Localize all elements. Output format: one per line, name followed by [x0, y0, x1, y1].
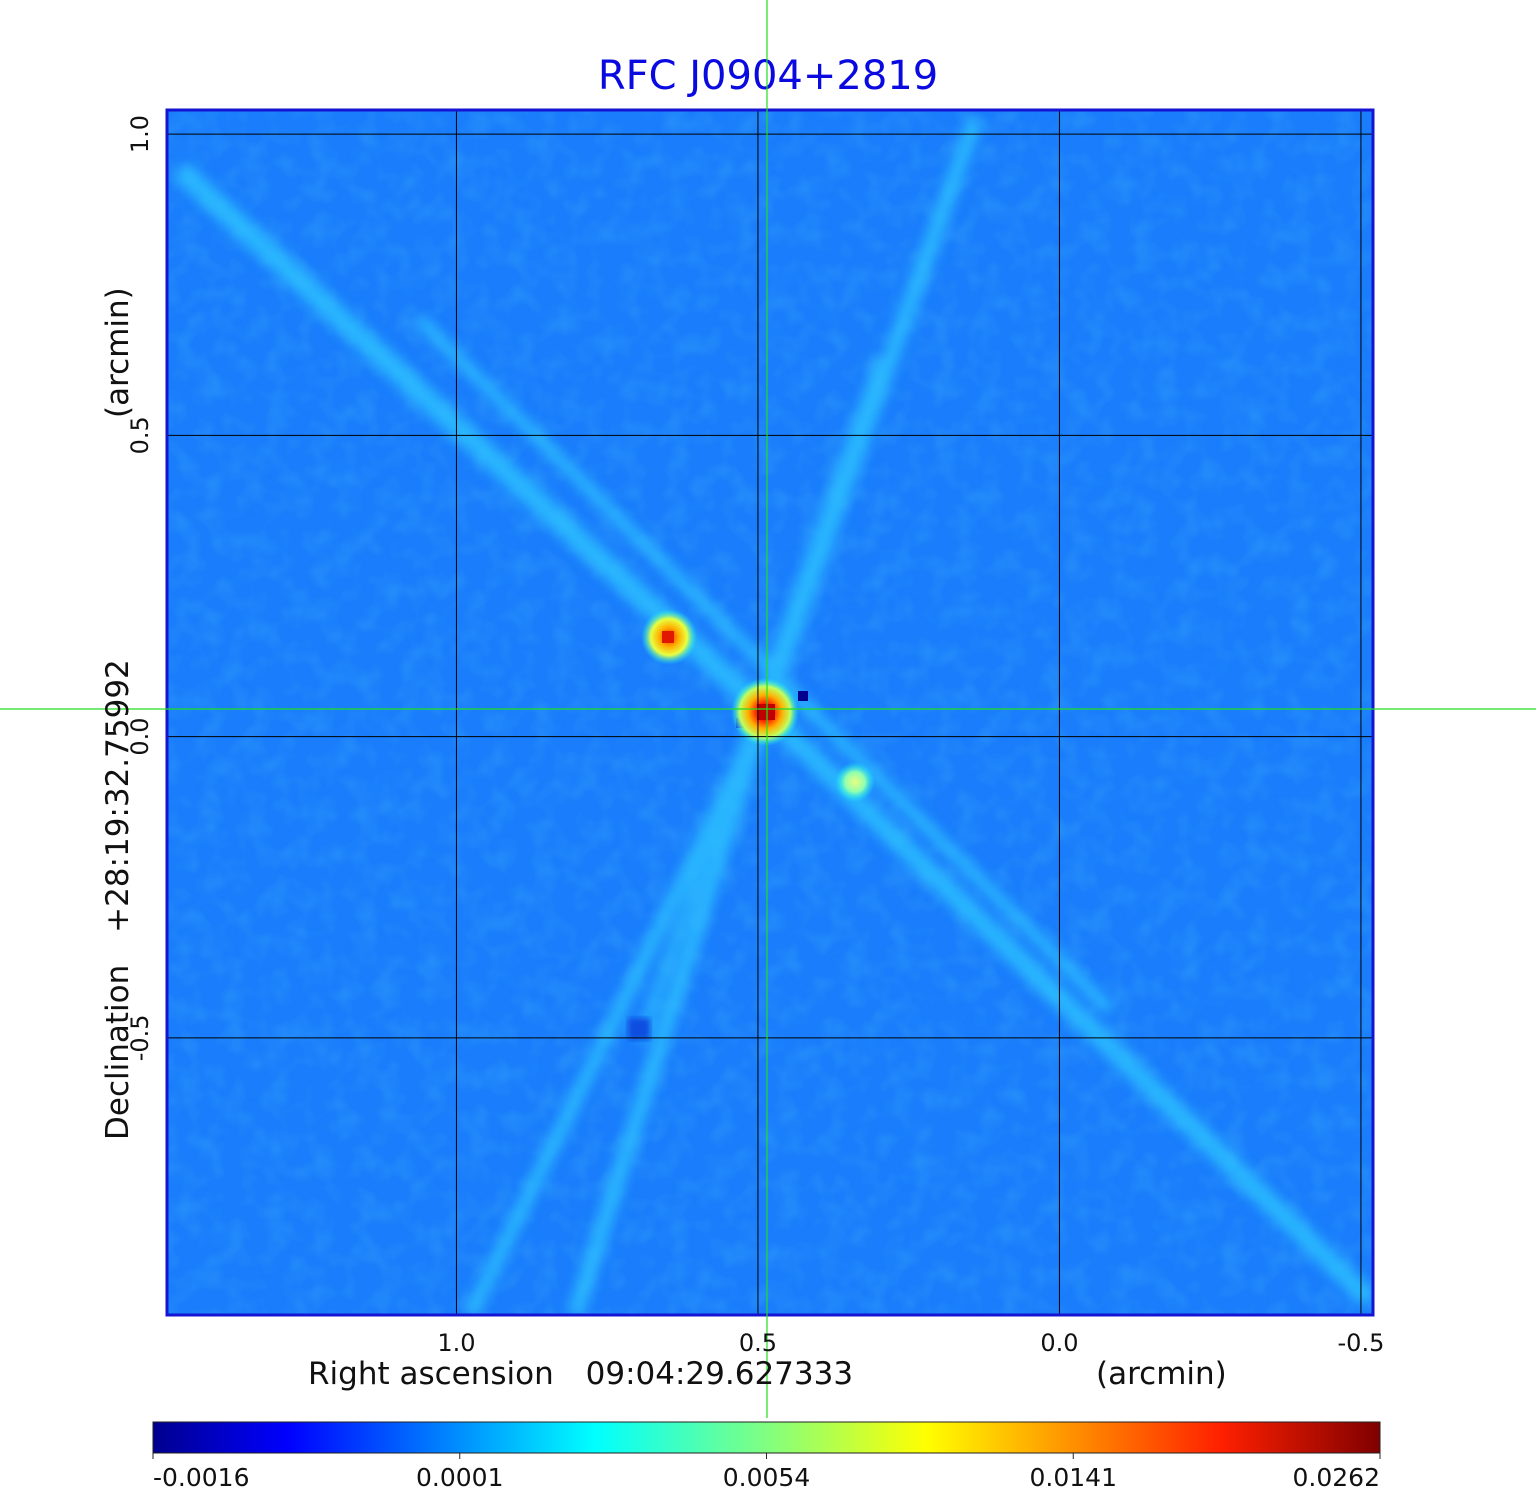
colorbar-tick-label: 0.0262: [1293, 1463, 1380, 1492]
x-axis-reference: 09:04:29.627333: [586, 1356, 853, 1392]
source-northeast: [641, 609, 697, 665]
image-area: [167, 110, 1373, 1315]
chart-title: RFC J0904+2819: [598, 53, 938, 99]
y-tick-label: 0.5: [126, 416, 154, 454]
source-southwest: [835, 762, 875, 802]
colorbar-tick-label: 0.0141: [1030, 1463, 1117, 1492]
x-tick-labels: 1.0 0.5 0.0 -0.5: [437, 1329, 1384, 1357]
y-axis-label: Declination +28:19:32.75992: [100, 659, 136, 1140]
x-tick-label: 1.0: [437, 1329, 475, 1357]
y-tick-label: 0.0: [126, 718, 154, 756]
coordinate-grid: [167, 110, 1373, 1315]
colorbar-tick-label: -0.0016: [153, 1463, 250, 1492]
x-tick-label: 0.0: [1040, 1329, 1078, 1357]
x-axis-label-text: Right ascension: [308, 1356, 554, 1392]
y-axis-label-text: Declination: [100, 965, 136, 1140]
y-axis-unit: (arcmin): [100, 287, 136, 418]
y-tick-labels: -0.5 0.0 0.5 1.0: [126, 115, 154, 1061]
colorbar: [152, 1421, 1381, 1454]
y-tick-label: -0.5: [126, 1014, 154, 1061]
plot-frame: [165, 108, 1375, 1317]
colorbar-tick-labels: -0.0016 0.0001 0.0054 0.0141 0.0262: [152, 1453, 1381, 1492]
y-tick-label: 1.0: [126, 115, 154, 153]
colorbar-tick-label: 0.0001: [416, 1463, 503, 1492]
colorbar-tick-label: 0.0054: [723, 1463, 810, 1492]
x-tick-label: -0.5: [1338, 1329, 1385, 1357]
y-axis-reference: +28:19:32.75992: [100, 659, 136, 933]
source-core: [731, 678, 799, 746]
x-axis-unit: (arcmin): [1096, 1356, 1227, 1392]
x-axis-label: Right ascension 09:04:29.627333: [308, 1356, 853, 1392]
x-tick-label: 0.5: [739, 1329, 777, 1357]
